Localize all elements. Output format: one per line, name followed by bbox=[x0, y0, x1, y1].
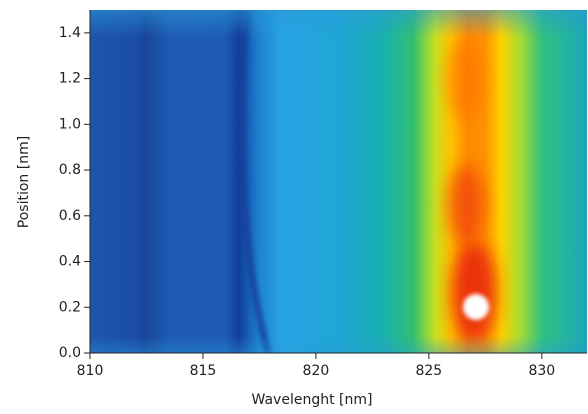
x-tick-label: 830 bbox=[528, 363, 555, 379]
y-tick-label: 1.2 bbox=[59, 71, 81, 87]
x-tick-label: 810 bbox=[77, 363, 104, 379]
x-tick-label: 815 bbox=[190, 363, 217, 379]
y-axis-label: Position [nm] bbox=[16, 136, 32, 228]
x-tick-label: 820 bbox=[303, 363, 330, 379]
y-tick-label: 1.4 bbox=[59, 25, 81, 41]
y-tick-label: 0.0 bbox=[59, 345, 81, 361]
y-tick-label: 0.4 bbox=[59, 254, 81, 270]
y-tick-label: 0.6 bbox=[59, 208, 81, 224]
y-tick-label: 0.8 bbox=[59, 162, 81, 178]
heatmap-image bbox=[90, 10, 587, 353]
y-tick-label: 1.0 bbox=[59, 116, 81, 132]
x-tick-label: 825 bbox=[415, 363, 442, 379]
y-tick-label: 0.2 bbox=[59, 299, 81, 315]
x-axis-label: Wavelenght [nm] bbox=[252, 392, 373, 408]
